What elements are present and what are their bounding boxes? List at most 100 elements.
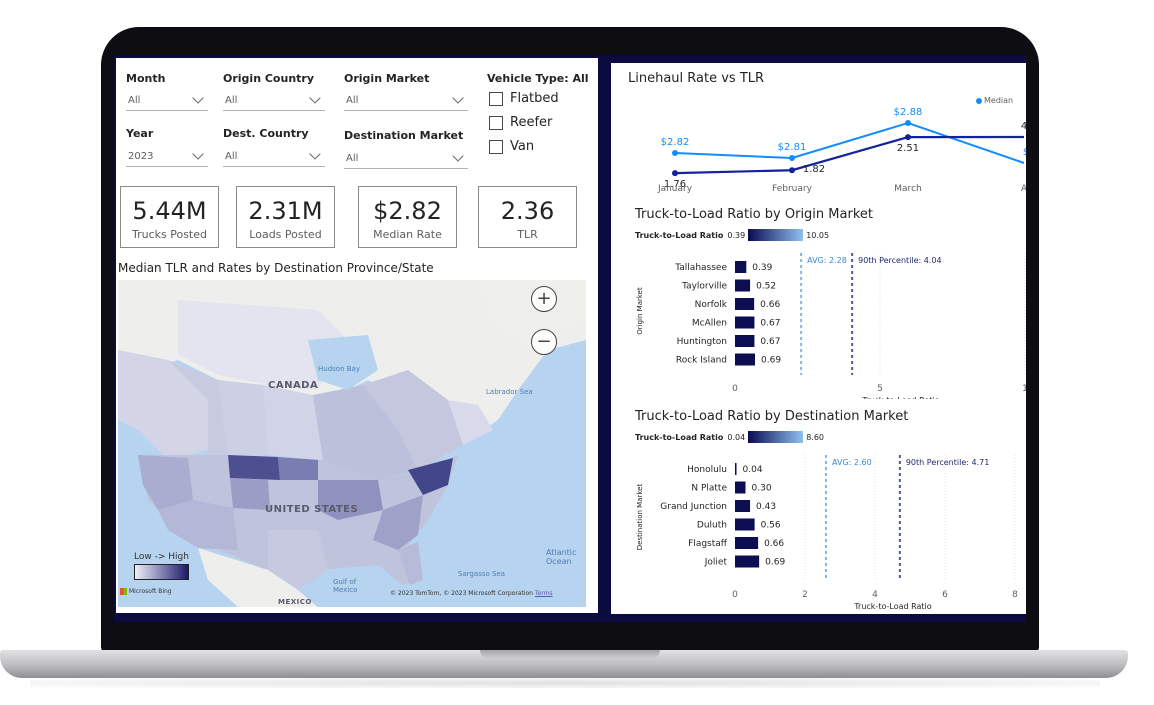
dest-legend-max: 8.60 — [806, 432, 824, 442]
map-canvas — [118, 280, 586, 607]
line-label-tlr: 1.82 — [803, 164, 825, 175]
checkbox-icon[interactable] — [489, 115, 503, 130]
bar-category-label: Grand Junction — [660, 502, 727, 512]
line-label-median: $2.82 — [661, 137, 690, 148]
kpi-value: $2.82 — [373, 197, 442, 225]
bar-x-tick: 0 — [732, 384, 738, 394]
bar-x-tick: 2 — [802, 590, 808, 600]
map-greenland — [478, 280, 586, 340]
bar-value-label: 0.69 — [761, 356, 781, 366]
dest-country-select[interactable]: All — [223, 146, 325, 167]
map-region-territories — [178, 300, 348, 390]
vehicle-type-reefer[interactable]: Reefer — [489, 115, 552, 130]
bar — [735, 518, 755, 531]
bar-x-tick: 1 — [1022, 384, 1026, 394]
water-label-sargasso: Sargasso Sea — [458, 570, 506, 578]
origin-market-filter-label: Origin Market — [344, 72, 430, 85]
avg-reference-label: AVG: 2.28 — [807, 256, 847, 265]
vehicle-type-van-label: Van — [510, 139, 535, 154]
bar-x-tick: 0 — [732, 590, 738, 600]
left-panel: Month All Origin Country All Origin Mark… — [116, 58, 598, 613]
map-region-southeast — [373, 495, 423, 550]
kpi-label: Loads Posted — [249, 228, 322, 241]
destination-market-select[interactable]: All — [344, 148, 468, 169]
zoom-in-button[interactable]: + — [531, 286, 557, 312]
bar-y-axis-label: Origin Market — [636, 287, 644, 335]
chevron-down-icon — [192, 92, 204, 104]
line-series-tlr — [674, 135, 1025, 175]
bing-attribution: Microsoft Bing — [120, 588, 172, 595]
line-label-tlr: 2.51 — [897, 143, 919, 154]
line-chart-legend: Median — [976, 96, 1013, 105]
month-select[interactable]: All — [126, 90, 208, 111]
bar-value-label: 0.39 — [752, 263, 772, 273]
map-region-florida — [398, 542, 423, 585]
kpi-label: TLR — [517, 228, 538, 241]
line-chart[interactable]: $2.82 $2.81 $2.88 $1.76 1.82 2.51 4 January Febr… — [611, 103, 1026, 193]
water-label-hudson: Hudson Bay — [318, 365, 360, 373]
map-region-ontario — [313, 385, 418, 480]
line-x-tick: A — [1021, 184, 1026, 193]
map-copyright-text: © 2023 TomTom, © 2023 Microsoft Corporat… — [390, 590, 533, 597]
legend-dot-icon — [976, 97, 982, 104]
map-region-quebec — [363, 370, 463, 470]
dest-chart-legend: Truck-to-Load Ratio 0.04 8.60 — [635, 431, 824, 443]
map-label-canada: CANADA — [268, 380, 319, 391]
chevron-down-icon — [192, 148, 204, 160]
origin-legend-min: 0.39 — [727, 230, 746, 240]
bar-value-label: 0.43 — [756, 502, 776, 512]
dest-country-select-value: All — [225, 150, 238, 162]
line-x-tick: January — [657, 184, 693, 193]
bar — [735, 279, 751, 292]
kpi-tlr: 2.36 TLR — [478, 186, 577, 248]
bar — [735, 481, 746, 494]
map-label-mexico: MEXICO — [278, 598, 312, 606]
p90-reference-label: 90th Percentile: 4.71 — [906, 458, 989, 467]
bar-category-label: Joliet — [704, 558, 728, 568]
month-select-value: All — [128, 94, 141, 106]
map-region-montana — [228, 455, 280, 480]
microsoft-logo-icon — [120, 588, 127, 595]
dest-country-filter: Dest. Country — [223, 127, 309, 140]
bar-value-label: 0.30 — [752, 484, 772, 494]
dest-bar-chart[interactable]: AVG: 2.60 90th Percentile: 4.71 Honolulu 0.… — [611, 451, 1026, 611]
bar-value-label: 0.52 — [756, 282, 776, 292]
terms-link[interactable]: Terms — [534, 590, 553, 597]
laptop-shadow — [30, 678, 1100, 688]
origin-market-select-value: All — [346, 94, 359, 106]
origin-market-filter: Origin Market — [344, 72, 429, 85]
map-region-texas — [268, 530, 328, 590]
origin-country-select[interactable]: All — [223, 90, 325, 111]
checkbox-icon[interactable] — [489, 91, 503, 106]
bar — [735, 335, 755, 347]
chevron-down-icon — [452, 92, 464, 104]
line-x-tick: February — [772, 184, 813, 193]
destination-market-filter-label: Destination Market — [344, 129, 464, 142]
line-label-median: $2.81 — [778, 142, 807, 153]
line-point-median — [905, 120, 911, 126]
kpi-median-rate: $2.82 Median Rate — [358, 186, 457, 248]
origin-bar-chart[interactable]: AVG: 2.28 90th Percentile: 4.04 Tallahasse… — [611, 249, 1026, 399]
vehicle-type-van[interactable]: Van — [489, 139, 534, 154]
line-label-median: $2.88 — [894, 107, 923, 118]
map-region-midwest — [318, 480, 383, 520]
map-region-northwest — [138, 455, 193, 510]
origin-chart-title: Truck-to-Load Ratio by Origin Market — [635, 207, 873, 222]
zoom-out-button[interactable]: − — [531, 329, 557, 355]
bar-x-tick: 6 — [942, 590, 948, 600]
bar-category-label: Flagstaff — [688, 539, 728, 549]
map-region-wyoming — [230, 478, 270, 510]
laptop-notch — [480, 650, 660, 659]
bar-y-axis-label: Destination Market — [636, 484, 644, 551]
line-x-tick: March — [894, 184, 921, 193]
origin-market-select[interactable]: All — [344, 90, 468, 111]
map-title: Median TLR and Rates by Destination Prov… — [118, 261, 434, 275]
line-label-tlr: 4 — [1021, 121, 1026, 132]
origin-legend-gradient — [748, 229, 804, 241]
year-select[interactable]: 2023 — [126, 146, 208, 167]
bar-category-label: Honolulu — [687, 465, 727, 475]
vehicle-type-flatbed[interactable]: Flatbed — [489, 91, 559, 106]
bar-x-axis-label: Truck-to-Load Ratio — [861, 396, 939, 399]
checkbox-icon[interactable] — [489, 139, 503, 154]
choropleth-map[interactable]: CANADA UNITED STATES MEXICO Hudson Bay L… — [118, 280, 586, 607]
